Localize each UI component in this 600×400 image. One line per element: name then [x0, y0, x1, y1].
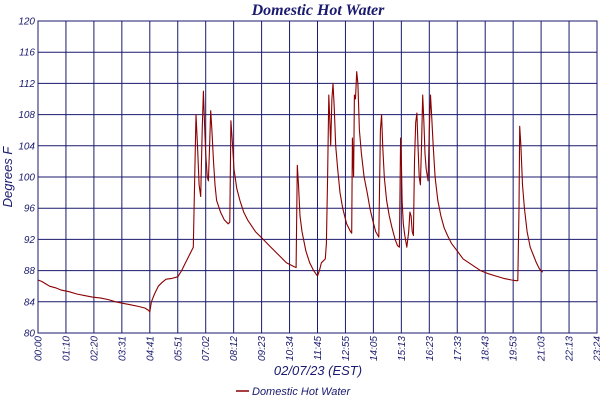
series-line-domestic-hot-water: [37, 71, 544, 313]
y-tick-label: 96: [24, 204, 36, 215]
legend: Domestic Hot Water: [236, 386, 352, 398]
y-tick-label: 92: [24, 235, 36, 246]
x-tick-label: 08:12: [229, 336, 240, 361]
x-tick-label: 17:33: [453, 336, 464, 361]
x-tick-label: 15:13: [397, 336, 408, 361]
x-tick-label: 07:02: [201, 336, 212, 361]
x-tick-label: 11:45: [313, 336, 324, 361]
y-tick-label: 108: [18, 110, 35, 121]
x-tick-label: 01:10: [61, 336, 72, 361]
x-tick-label: 16:23: [425, 336, 436, 361]
x-tick-label: 09:23: [257, 336, 268, 361]
x-tick-label: 02:20: [89, 336, 100, 361]
y-tick-label: 84: [24, 297, 36, 308]
y-tick-label: 104: [18, 141, 35, 152]
chart-title: Domestic Hot Water: [251, 2, 386, 19]
grid: [37, 20, 598, 334]
y-tick-label: 116: [19, 48, 35, 59]
x-axis-ticks: 00:00 01:10 02:20 03:31 04:41 05:51 07:02 08:12…: [34, 336, 600, 362]
y-tick-label: 88: [24, 266, 36, 277]
x-tick-label: 23:24: [593, 336, 600, 362]
x-tick-label: 18:43: [481, 336, 492, 361]
plot-border: [37, 20, 598, 334]
y-tick-label: 120: [18, 17, 35, 28]
y-tick-label: 112: [19, 79, 35, 90]
y-axis-label: Degrees F: [0, 146, 15, 208]
x-tick-label: 05:51: [173, 336, 184, 361]
x-tick-label: 22:13: [565, 336, 576, 362]
x-tick-label: 21:03: [537, 336, 548, 362]
x-tick-label: 03:31: [117, 336, 128, 361]
x-tick-label: 12:55: [341, 336, 352, 361]
x-axis-label: 02/07/23 (EST): [274, 363, 362, 378]
y-tick-label: 80: [24, 329, 36, 340]
legend-label: Domestic Hot Water: [252, 386, 352, 398]
x-tick-label: 00:00: [34, 336, 45, 361]
y-tick-label: 100: [18, 173, 35, 184]
series-layer: [37, 71, 544, 313]
x-tick-label: 19:53: [509, 336, 520, 361]
x-tick-label: 04:41: [145, 336, 156, 361]
x-tick-label: 14:05: [369, 336, 380, 361]
y-axis-ticks: 80 84 88 92 96 100 104 108 112 116 120: [18, 17, 35, 340]
x-tick-label: 10:34: [285, 336, 296, 361]
